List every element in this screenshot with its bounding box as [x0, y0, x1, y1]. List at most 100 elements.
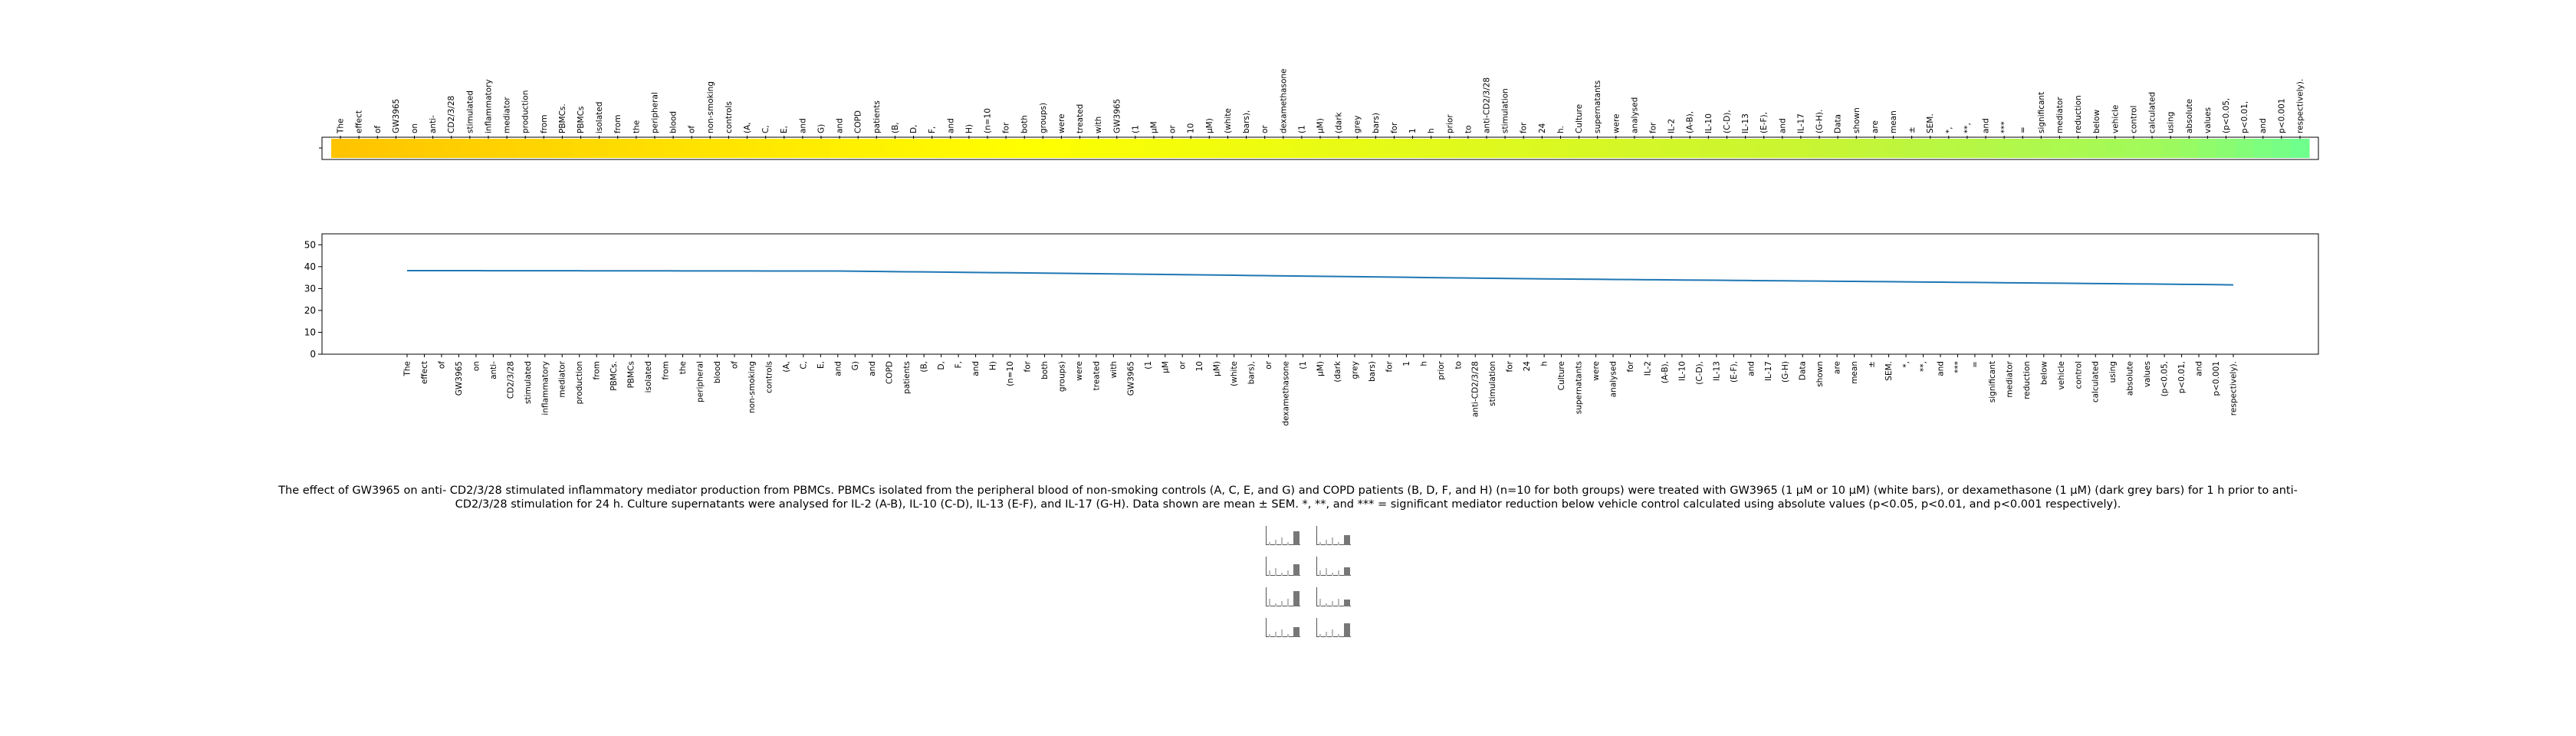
heatmap-cell — [997, 139, 1016, 158]
heatmap-token-label: grey — [1353, 116, 1362, 133]
x-tick-label: H) — [989, 361, 998, 370]
heatmap-cell — [1440, 139, 1460, 158]
x-tick-label: prior — [1437, 360, 1446, 380]
heatmap-token-label: IL-10 — [1704, 113, 1714, 133]
heatmap-token-label: anti- — [429, 115, 438, 133]
heatmap-cell — [1496, 139, 1515, 158]
x-tick-label: (p<0.05, — [2160, 361, 2170, 396]
heatmap-cell — [1957, 139, 1977, 158]
heatmap-cell — [1717, 139, 1737, 158]
x-tick-label: μM) — [1316, 361, 1326, 376]
heatmap-cell — [738, 139, 757, 158]
heatmap-cell — [682, 139, 702, 158]
heatmap-cell — [830, 139, 849, 158]
heatmap-cell — [350, 139, 369, 158]
heatmap-cell — [1847, 139, 1866, 158]
x-tick-label: and — [868, 361, 877, 376]
x-tick-label: h — [1419, 361, 1428, 366]
x-tick-label: mean — [1850, 361, 1859, 384]
heatmap-token-label: and — [836, 118, 845, 133]
heatmap-cell — [2216, 139, 2236, 158]
x-tick-label: SEM. — [1884, 361, 1894, 381]
x-tick-label: calculated — [2091, 361, 2101, 402]
heatmap-cell — [719, 139, 739, 158]
heatmap-token-label: controls — [724, 101, 734, 133]
heatmap-token-label: (B, — [891, 122, 900, 133]
heatmap-cell — [1033, 139, 1053, 158]
x-tick-label: **, — [1919, 361, 1928, 372]
heatmap-cell — [1976, 139, 1996, 158]
heatmap-cells — [331, 136, 2310, 158]
heatmap-cell — [516, 139, 535, 158]
heatmap-cell — [571, 139, 591, 158]
thumbnail-panel — [1261, 585, 1303, 610]
x-tick-label: effect — [420, 361, 429, 384]
heatmap-cell — [1662, 139, 1681, 158]
heatmap-cell — [1773, 139, 1792, 158]
heatmap-token-label: IL-17 — [1796, 113, 1806, 133]
heatmap-token-label: C, — [761, 125, 770, 133]
x-tick-label: PBMCs. — [610, 361, 619, 391]
heatmap-cell — [811, 139, 831, 158]
heatmap-cell — [368, 139, 387, 158]
heatmap-cell — [1606, 139, 1626, 158]
x-tick-label: μM) — [1213, 361, 1222, 376]
heatmap-token-label: SEM. — [1926, 113, 1935, 133]
heatmap-token-label: groups) — [1039, 103, 1048, 133]
heatmap-token-label: values — [2203, 107, 2213, 133]
heatmap-token-labels: The effect of GW3965 on anti- CD2/3/28 stimulat… — [337, 69, 2305, 135]
heatmap-token-label: mediator — [503, 97, 512, 133]
heatmap-cell — [1181, 139, 1201, 158]
x-tick-label: Data — [1799, 361, 1808, 380]
x-tick-label: below — [2039, 361, 2049, 385]
x-tick-label: μM — [1161, 361, 1170, 373]
figure-caption: The effect of GW3965 on anti- CD2/3/28 s… — [278, 485, 2298, 511]
x-tick-label: with — [1109, 361, 1119, 378]
x-tick-label: GW3965 — [455, 361, 464, 396]
x-tick-label: are — [1833, 361, 1842, 374]
x-tick-label: the — [678, 361, 688, 374]
x-tick-label: 10 — [1195, 361, 1204, 371]
heatmap-token-label: (white — [1224, 108, 1233, 133]
x-tick-label: control — [2074, 361, 2083, 389]
x-tick-label: and — [1936, 361, 1945, 376]
heatmap-cell — [1939, 139, 1959, 158]
heatmap-token-label: IL-13 — [1741, 113, 1750, 133]
x-tick-label: bars), — [1247, 361, 1257, 384]
x-tick-label: h — [1540, 361, 1549, 366]
heatmap-cell — [1699, 139, 1719, 158]
heatmap-token-label: μM) — [1316, 118, 1326, 133]
heatmap-cell — [553, 139, 573, 158]
x-tick-label: for — [1626, 360, 1635, 372]
x-tick-label: anti- — [489, 361, 498, 380]
heatmap-token-label: supernatants — [1593, 80, 1602, 133]
heatmap-token-label: for — [1002, 122, 1011, 133]
heatmap-token-label: shown — [1852, 107, 1861, 133]
heatmap-token-label: significant — [2037, 92, 2046, 133]
heatmap-token-label: = — [2019, 127, 2028, 133]
x-tick-label: G) — [851, 361, 860, 370]
heatmap-token-label: on — [410, 123, 419, 133]
x-tick-label: IL-2 — [1643, 361, 1652, 376]
heatmap-token-label: *, — [1944, 127, 1953, 133]
heatmap-token-label: production — [521, 90, 531, 133]
x-tick-label: using — [2108, 361, 2118, 383]
x-tick-label: peripheral — [696, 361, 705, 402]
heatmap-cell — [1514, 139, 1533, 158]
heatmap-token-label: prior — [1445, 114, 1454, 133]
x-tick-label: blood — [713, 361, 722, 383]
heatmap-cell — [1643, 139, 1663, 158]
x-tick-label: non-smoking — [748, 361, 757, 413]
heatmap-cell — [1052, 139, 1072, 158]
heatmap-cell — [478, 139, 498, 158]
heatmap-token-label: from — [540, 115, 549, 133]
heatmap-cell — [1736, 139, 1756, 158]
x-tick-label: stimulated — [524, 361, 533, 404]
heatmap-cell — [2272, 139, 2292, 158]
heatmap-token-label: (G-H). — [1815, 110, 1825, 133]
x-tick-label: analysed — [1609, 361, 1618, 397]
x-tick-label: for — [1023, 360, 1032, 372]
x-tick-label: IL-17 — [1764, 361, 1773, 381]
heatmap-cell — [2087, 139, 2107, 158]
heatmap-cell — [460, 139, 480, 158]
